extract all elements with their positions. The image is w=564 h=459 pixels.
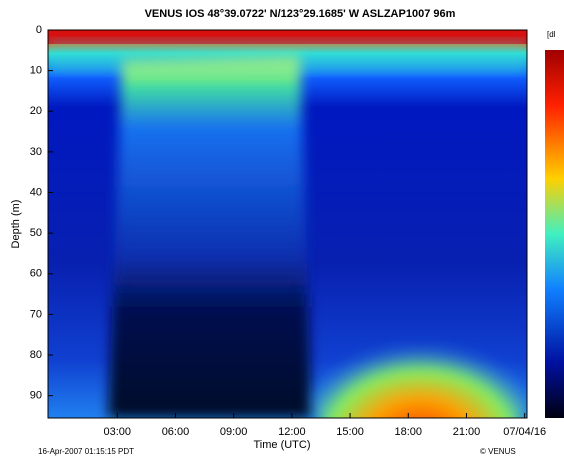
x-tick-label: 18:00	[395, 426, 423, 438]
chart-title: VENUS IOS 48°39.0722' N/123°29.1685' W A…	[145, 8, 456, 20]
x-tick-label: 12:00	[278, 426, 306, 438]
footer-left: 16-Apr-2007 01:15:15 PDT	[38, 447, 134, 456]
y-tick-label: 80	[30, 349, 42, 361]
x-tick-label: 21:00	[453, 426, 481, 438]
x-tick-label: 15:00	[336, 426, 364, 438]
x-axis-label: Time (UTC)	[253, 439, 310, 451]
y-tick-label: 70	[30, 308, 42, 320]
y-tick-label: 60	[30, 268, 42, 280]
x-tick-label: 06:00	[162, 426, 190, 438]
colorbar	[545, 50, 564, 418]
colorbar-label: [dl	[547, 30, 556, 39]
x-tick-label: 09:00	[220, 426, 248, 438]
y-tick-label: 50	[30, 227, 42, 239]
y-tick-label: 0	[36, 24, 42, 36]
y-tick-label: 40	[30, 186, 42, 198]
y-tick-label: 20	[30, 105, 42, 117]
chart: VENUS IOS 48°39.0722' N/123°29.1685' W A…	[0, 0, 564, 459]
footer-right: © VENUS	[480, 447, 516, 456]
x-tick-label: 03:00	[103, 426, 131, 438]
y-tick-label: 90	[30, 390, 42, 402]
y-tick-label: 30	[30, 146, 42, 158]
y-axis-label: Depth (m)	[10, 200, 22, 249]
echogram-image	[48, 30, 530, 459]
x-tick-label: 07/04/16	[503, 426, 546, 438]
y-tick-label: 10	[30, 65, 42, 77]
